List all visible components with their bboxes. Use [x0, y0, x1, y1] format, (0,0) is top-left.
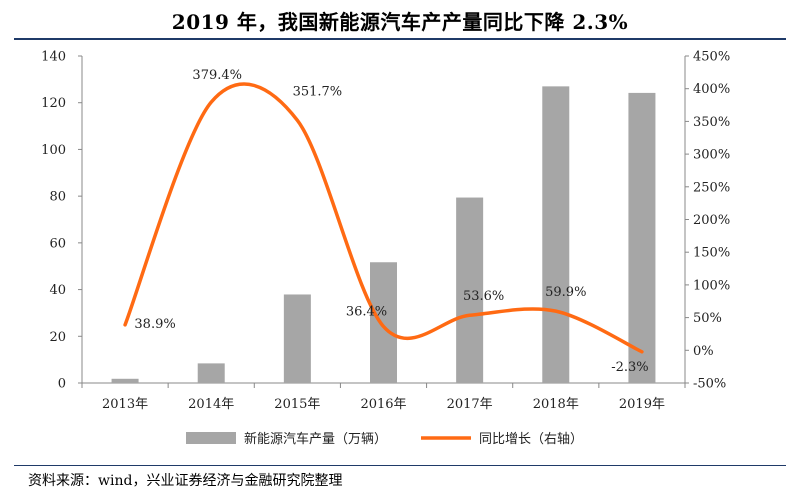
growth-data-label: 351.7%: [293, 84, 343, 99]
chart-axes: 0 20 40 60 80 100 120 140 -50% 0% 50% 100% 150% 200% 2…: [41, 50, 730, 413]
x-tick-label: 2016年: [360, 397, 406, 412]
bar: [628, 92, 656, 383]
footer-divider: [14, 465, 786, 466]
chart-title: 2019 年，我国新能源汽车产产量同比下降 2.3%: [171, 10, 629, 34]
x-tick-label: 2015年: [274, 397, 320, 412]
growth-data-label: 59.9%: [545, 285, 586, 300]
legend-bar-swatch: [186, 432, 236, 444]
source-note: 资料来源：wind，兴业证券经济与金融研究院整理: [28, 473, 343, 489]
bar: [197, 363, 225, 383]
right-tick-label: 300%: [693, 148, 730, 163]
left-tick-label: 140: [41, 50, 66, 65]
right-tick-label: -50%: [693, 377, 726, 392]
growth-data-label: 53.6%: [463, 289, 504, 304]
x-tick-label: 2014年: [188, 397, 234, 412]
growth-data-label: 36.4%: [346, 304, 387, 319]
left-tick-label: 40: [49, 283, 66, 298]
growth-data-label: 38.9%: [134, 317, 175, 332]
right-tick-label: 50%: [693, 311, 722, 326]
left-tick-label: 0: [58, 377, 66, 392]
x-tick-label: 2018年: [533, 397, 579, 412]
title-divider: [14, 38, 786, 40]
left-tick-label: 80: [49, 190, 66, 205]
growth-data-label: -2.3%: [611, 360, 648, 375]
growth-line: [123, 82, 644, 354]
growth-data-label: 379.4%: [192, 68, 242, 83]
left-tick-label: 20: [49, 330, 66, 345]
chart-legend: 新能源汽车产量（万辆） 同比增长（右轴）: [186, 431, 583, 447]
bar: [283, 294, 311, 383]
left-tick-label: 120: [41, 96, 66, 111]
right-tick-label: 100%: [693, 278, 730, 293]
legend-line-label: 同比增长（右轴）: [479, 432, 583, 447]
bar: [456, 197, 484, 383]
data-labels: 38.9% 379.4% 351.7% 36.4% 53.6% 59.9% -2.3%: [134, 68, 648, 375]
right-tick-label: 250%: [693, 180, 730, 195]
bar-series: [111, 86, 656, 383]
bar: [542, 86, 570, 383]
legend-bar-label: 新能源汽车产量（万辆）: [244, 431, 387, 447]
right-tick-label: 150%: [693, 246, 730, 261]
right-tick-label: 400%: [693, 82, 730, 97]
bar: [111, 378, 139, 383]
right-tick-label: 350%: [693, 115, 730, 130]
bar: [370, 262, 397, 383]
left-tick-label: 100: [41, 143, 66, 158]
chart-area: 0 20 40 60 80 100 120 140 -50% 0% 50% 100% 150% 200% 2…: [41, 50, 730, 448]
right-tick-label: 450%: [693, 50, 730, 65]
line-series: [123, 82, 644, 354]
x-tick-label: 2019年: [619, 397, 665, 412]
x-tick-label: 2013年: [102, 397, 148, 412]
right-tick-label: 200%: [693, 213, 730, 228]
left-tick-label: 60: [49, 236, 66, 251]
right-tick-label: 0%: [693, 344, 714, 359]
x-tick-label: 2017年: [447, 397, 493, 412]
